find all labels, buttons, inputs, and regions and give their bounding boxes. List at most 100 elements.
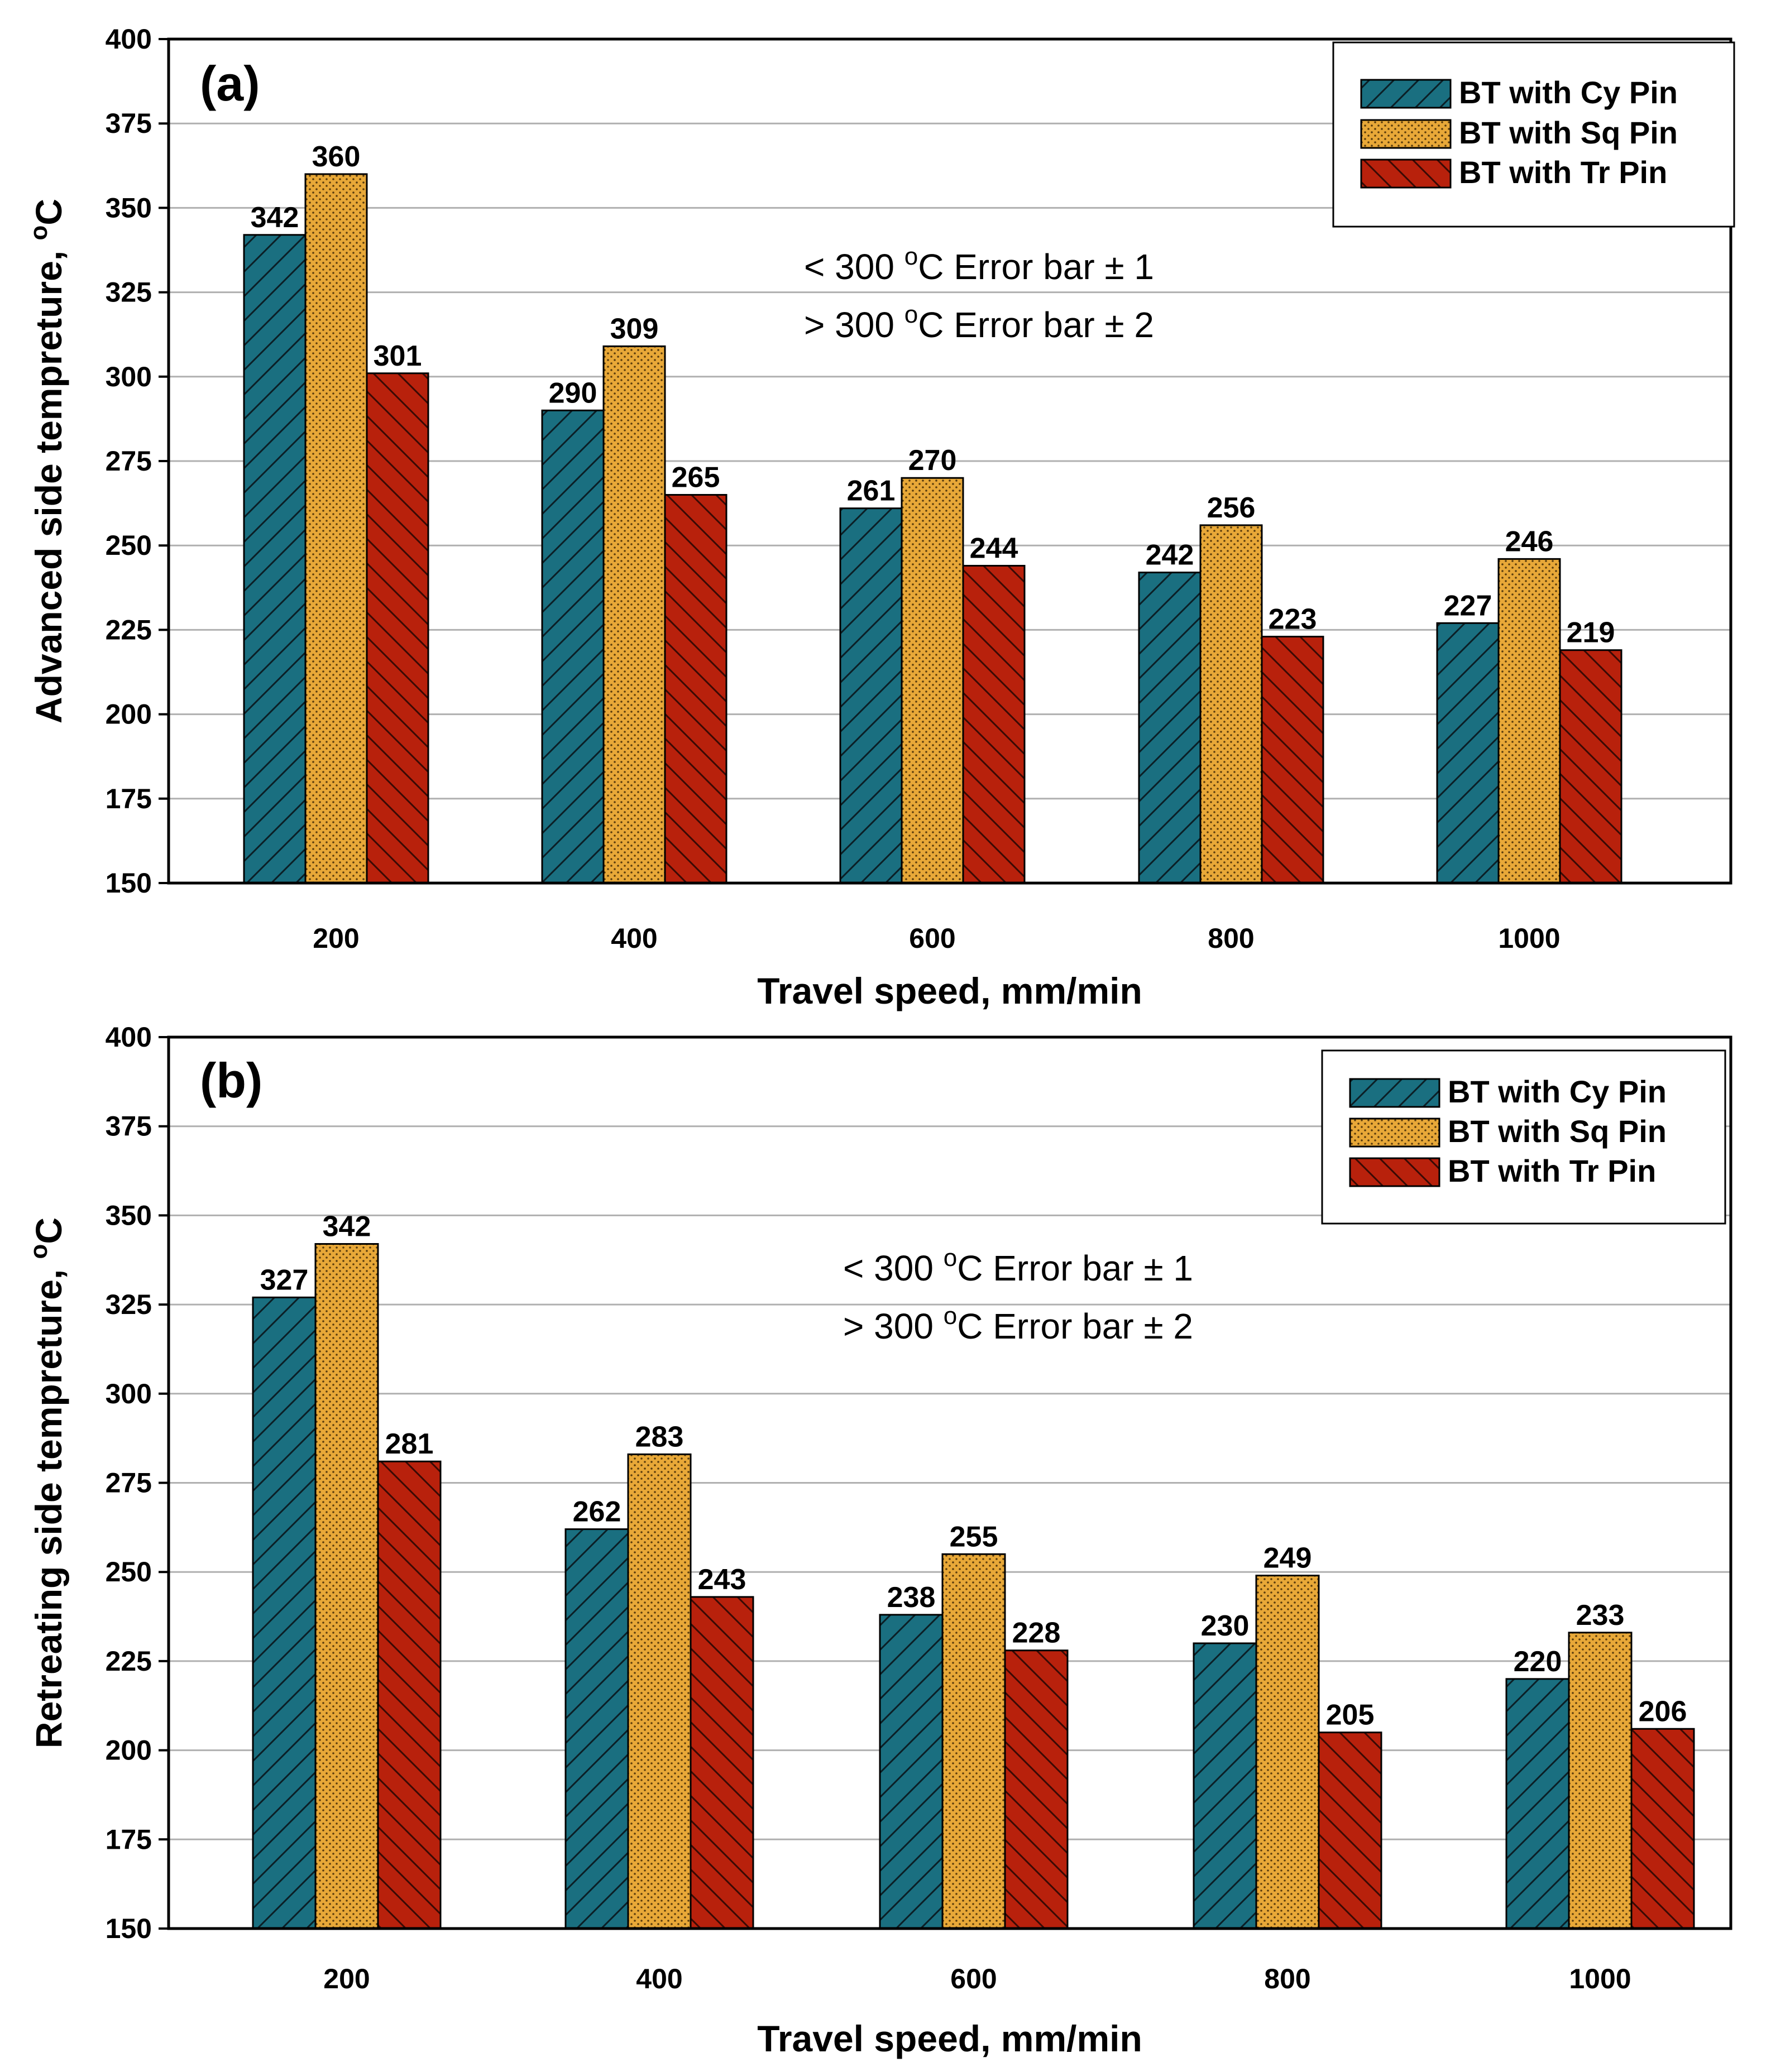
legend-swatch bbox=[1349, 1078, 1440, 1108]
x-tick-label: 600 bbox=[909, 923, 955, 954]
data-label: 223 bbox=[1269, 603, 1317, 635]
superscript-degree: o bbox=[25, 1244, 52, 1259]
data-label: 309 bbox=[610, 313, 659, 345]
y-tick-label: 300 bbox=[106, 1378, 152, 1409]
chart-panel-a: 150 175 200 225 250 275 300 325 350 375 400 342 290 2… bbox=[25, 23, 1735, 1011]
legend-swatch bbox=[1349, 1117, 1440, 1148]
bar-forward-diagonal-800 bbox=[1138, 572, 1202, 884]
data-label: 233 bbox=[1576, 1599, 1625, 1632]
data-label: 342 bbox=[323, 1211, 371, 1243]
legend-swatch bbox=[1360, 79, 1452, 109]
bar-forward-diagonal-1000 bbox=[1505, 1678, 1570, 1930]
superscript-degree: o bbox=[904, 243, 918, 270]
chart-panel-b: 150 175 200 225 250 275 300 325 350 375 400 327 262 2… bbox=[25, 1021, 1732, 2059]
y-tick-label: 375 bbox=[106, 1111, 152, 1142]
note-prefix: > 300 bbox=[804, 305, 904, 345]
bar-backward-diagonal-1000 bbox=[1630, 1728, 1695, 1930]
x-tick-label: 600 bbox=[950, 1963, 997, 1994]
data-label: 206 bbox=[1639, 1695, 1687, 1728]
bar-dots-200 bbox=[314, 1243, 379, 1930]
data-label: 244 bbox=[970, 532, 1018, 564]
bar-forward-diagonal-200 bbox=[252, 1296, 317, 1930]
data-label: 360 bbox=[312, 141, 361, 173]
legend-label: BT with Sq Pin bbox=[1448, 1114, 1667, 1149]
bar-forward-diagonal-400 bbox=[564, 1528, 629, 1930]
superscript-degree: o bbox=[25, 226, 52, 241]
data-label: 238 bbox=[887, 1581, 936, 1614]
x-tick-label: 800 bbox=[1264, 1963, 1310, 1994]
data-label: 243 bbox=[698, 1563, 746, 1596]
plot-frame bbox=[167, 1035, 1732, 1930]
note-suffix: C Error bar ± 1 bbox=[918, 247, 1154, 287]
x-tick-label: 1000 bbox=[1498, 923, 1560, 954]
x-tick-label: 400 bbox=[611, 923, 657, 954]
y-axis-title: Advanced side tempreture, oC bbox=[25, 199, 69, 723]
bar-backward-diagonal-600 bbox=[962, 564, 1026, 884]
y-axis-title-text: Advanced side tempreture, bbox=[28, 240, 69, 723]
x-axis-title: Travel speed, mm/min bbox=[757, 2018, 1142, 2059]
data-label: 205 bbox=[1326, 1699, 1375, 1732]
error-bar-note: > 300 oC Error bar ± 2 bbox=[843, 1302, 1193, 1346]
bar-backward-diagonal-200 bbox=[377, 1460, 442, 1930]
legend-label: BT with Tr Pin bbox=[1459, 155, 1667, 190]
superscript-degree: o bbox=[904, 301, 918, 328]
data-label: 262 bbox=[573, 1496, 621, 1528]
legend-label: BT with Tr Pin bbox=[1448, 1153, 1656, 1188]
bar-backward-diagonal-400 bbox=[690, 1596, 754, 1930]
bar-dots-1000 bbox=[1497, 558, 1561, 884]
note-suffix: C Error bar ± 2 bbox=[957, 1306, 1193, 1346]
y-tick-label: 350 bbox=[106, 1200, 152, 1231]
x-tick-label: 1000 bbox=[1569, 1963, 1631, 1994]
y-tick-label: 175 bbox=[106, 1824, 152, 1855]
legend-label: BT with Cy Pin bbox=[1448, 1074, 1667, 1109]
data-label: 283 bbox=[635, 1421, 684, 1453]
bar-backward-diagonal-200 bbox=[366, 372, 429, 884]
error-bar-note: < 300 oC Error bar ± 1 bbox=[804, 243, 1154, 287]
bar-forward-diagonal-400 bbox=[541, 409, 605, 884]
y-tick-label: 275 bbox=[106, 1467, 152, 1499]
bar-backward-diagonal-400 bbox=[664, 493, 727, 884]
data-label: 220 bbox=[1514, 1646, 1562, 1678]
panel-label: (a) bbox=[200, 56, 260, 111]
y-tick-label: 200 bbox=[106, 699, 152, 730]
superscript-degree: o bbox=[944, 1302, 957, 1330]
y-tick-label: 325 bbox=[106, 277, 152, 308]
y-tick-label: 250 bbox=[106, 1556, 152, 1587]
y-tick-label: 150 bbox=[106, 867, 152, 899]
y-tick-label: 325 bbox=[106, 1289, 152, 1320]
y-axis-title-text: Retreating side tempreture, bbox=[28, 1259, 69, 1749]
y-tick-label: 375 bbox=[106, 108, 152, 139]
data-label: 327 bbox=[260, 1264, 309, 1296]
note-prefix: > 300 bbox=[843, 1306, 944, 1346]
note-prefix: < 300 bbox=[804, 247, 904, 287]
y-tick-label: 400 bbox=[106, 1021, 152, 1053]
legend-swatch bbox=[1360, 159, 1452, 189]
legend-label: BT with Sq Pin bbox=[1459, 115, 1678, 150]
data-label: 246 bbox=[1505, 525, 1554, 558]
y-tick-label: 300 bbox=[106, 361, 152, 392]
bar-forward-diagonal-600 bbox=[879, 1614, 944, 1930]
y-tick-label: 200 bbox=[106, 1735, 152, 1766]
note-suffix: C Error bar ± 2 bbox=[918, 305, 1154, 345]
error-bar-note: > 300 oC Error bar ± 2 bbox=[804, 301, 1154, 345]
note-prefix: < 300 bbox=[843, 1248, 944, 1288]
y-tick-label: 175 bbox=[106, 783, 152, 814]
y-axis-title: Retreating side tempreture, oC bbox=[25, 1217, 69, 1748]
legend: BT with Cy Pin BT with Sq Pin BT with Tr P… bbox=[1332, 41, 1735, 228]
bar-dots-800 bbox=[1255, 1575, 1320, 1930]
data-label: 265 bbox=[672, 461, 720, 493]
y-tick-label: 150 bbox=[106, 1913, 152, 1944]
data-label: 261 bbox=[847, 475, 896, 507]
bar-dots-1000 bbox=[1568, 1632, 1633, 1930]
x-tick-label: 800 bbox=[1208, 923, 1254, 954]
legend-swatch bbox=[1349, 1157, 1440, 1187]
legend-swatch bbox=[1360, 119, 1452, 149]
y-tick-label: 225 bbox=[106, 614, 152, 645]
bar-dots-800 bbox=[1199, 524, 1263, 884]
bar-forward-diagonal-1000 bbox=[1436, 622, 1500, 884]
bar-dots-600 bbox=[941, 1553, 1006, 1930]
data-label: 342 bbox=[251, 202, 299, 234]
superscript-degree: o bbox=[944, 1244, 957, 1272]
data-label: 255 bbox=[950, 1521, 998, 1553]
x-tick-label: 200 bbox=[323, 1963, 370, 1994]
